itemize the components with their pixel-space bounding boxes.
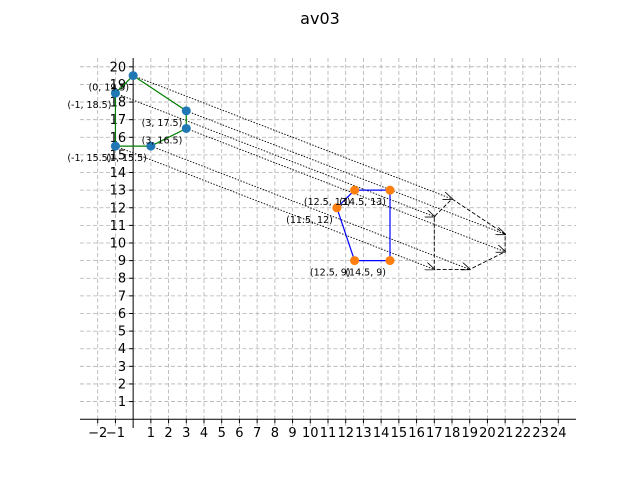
y-tick-label: 20	[110, 60, 127, 75]
data-point	[110, 141, 120, 151]
point-label: (14.5, 13)	[339, 197, 386, 208]
x-tick-label: 1	[147, 426, 155, 441]
x-tick-label: 3	[182, 426, 190, 441]
chart-title: av03	[300, 9, 340, 28]
point-label: (-1, 15.5)	[67, 153, 111, 164]
x-tick-label: 17	[426, 426, 443, 441]
data-point	[181, 123, 191, 133]
y-tick-label: 18	[110, 96, 127, 111]
y-tick-label: 11	[110, 219, 127, 234]
data-points	[110, 71, 395, 266]
point-label: (1, 15.5)	[106, 153, 147, 164]
data-point	[350, 256, 360, 266]
y-tick-label: 4	[118, 342, 126, 357]
x-tick-label: 9	[288, 426, 296, 441]
x-tick-label: 10	[302, 426, 319, 441]
point-label: (-1, 18.5)	[67, 100, 111, 111]
y-tick-label: 12	[110, 201, 127, 216]
point-label: (3, 17.5)	[142, 118, 183, 129]
y-tick-label: 13	[110, 184, 127, 199]
y-tick-label: 8	[118, 272, 126, 287]
x-tick-label: 6	[235, 426, 243, 441]
y-tick-label: 9	[118, 254, 126, 269]
x-tick-label: 19	[461, 426, 478, 441]
data-point	[385, 185, 395, 195]
x-tick-label: 4	[200, 426, 208, 441]
grid	[80, 58, 576, 428]
data-point	[385, 256, 395, 266]
y-tick-label: 3	[118, 360, 126, 375]
x-tick-label: 13	[355, 426, 372, 441]
x-tick-label: 18	[444, 426, 461, 441]
projected-shape	[433, 198, 506, 270]
point-label: (12.5, 13)	[304, 197, 351, 208]
point-label: (12.5, 9)	[310, 268, 351, 279]
x-tick-label: 12	[337, 426, 354, 441]
x-tick-label: 23	[532, 426, 549, 441]
y-tick-label: 2	[118, 377, 126, 392]
data-point	[146, 141, 156, 151]
x-tick-label: 24	[550, 426, 567, 441]
x-tick-label: 2	[164, 426, 172, 441]
data-point	[332, 203, 342, 213]
y-tick-label: 5	[118, 325, 126, 340]
x-tick-label: −2	[88, 426, 107, 441]
x-tick-label: −1	[106, 426, 125, 441]
y-tick-label: 7	[118, 289, 126, 304]
x-tick-label: 16	[408, 426, 425, 441]
data-point	[181, 106, 191, 116]
x-tick-label: 5	[218, 426, 226, 441]
x-tick-label: 8	[271, 426, 279, 441]
x-tick-label: 14	[373, 426, 390, 441]
x-tick-label: 22	[515, 426, 532, 441]
x-tick-label: 7	[253, 426, 261, 441]
y-tick-label: 14	[110, 166, 127, 181]
point-labels: (0, 19.5)(3, 17.5)(3, 16.5)(1, 15.5)(-1,…	[67, 83, 386, 279]
axes: −2−1 1 2 3 4 5 6 7 8 9 10 11 12 13 14 15 16 17 18 19 20 21 22 2…	[80, 58, 576, 441]
x-tick-label: 20	[479, 426, 496, 441]
y-tick-label: 10	[110, 237, 127, 252]
y-tick-label: 1	[118, 395, 126, 410]
data-point	[110, 88, 120, 98]
point-label: (3, 16.5)	[142, 135, 183, 146]
x-tick-label: 11	[320, 426, 337, 441]
x-tick-label: 15	[391, 426, 408, 441]
y-tick-label: 15	[110, 148, 127, 163]
point-label: (14.5, 9)	[345, 268, 386, 279]
data-point	[128, 71, 138, 81]
y-tick-label: 6	[118, 307, 126, 322]
x-tick-label: 21	[497, 426, 514, 441]
point-label: (11.5, 12)	[286, 215, 333, 226]
data-point	[350, 185, 360, 195]
point-label: (0, 19.5)	[88, 83, 129, 94]
y-tick-label: 17	[110, 113, 127, 128]
